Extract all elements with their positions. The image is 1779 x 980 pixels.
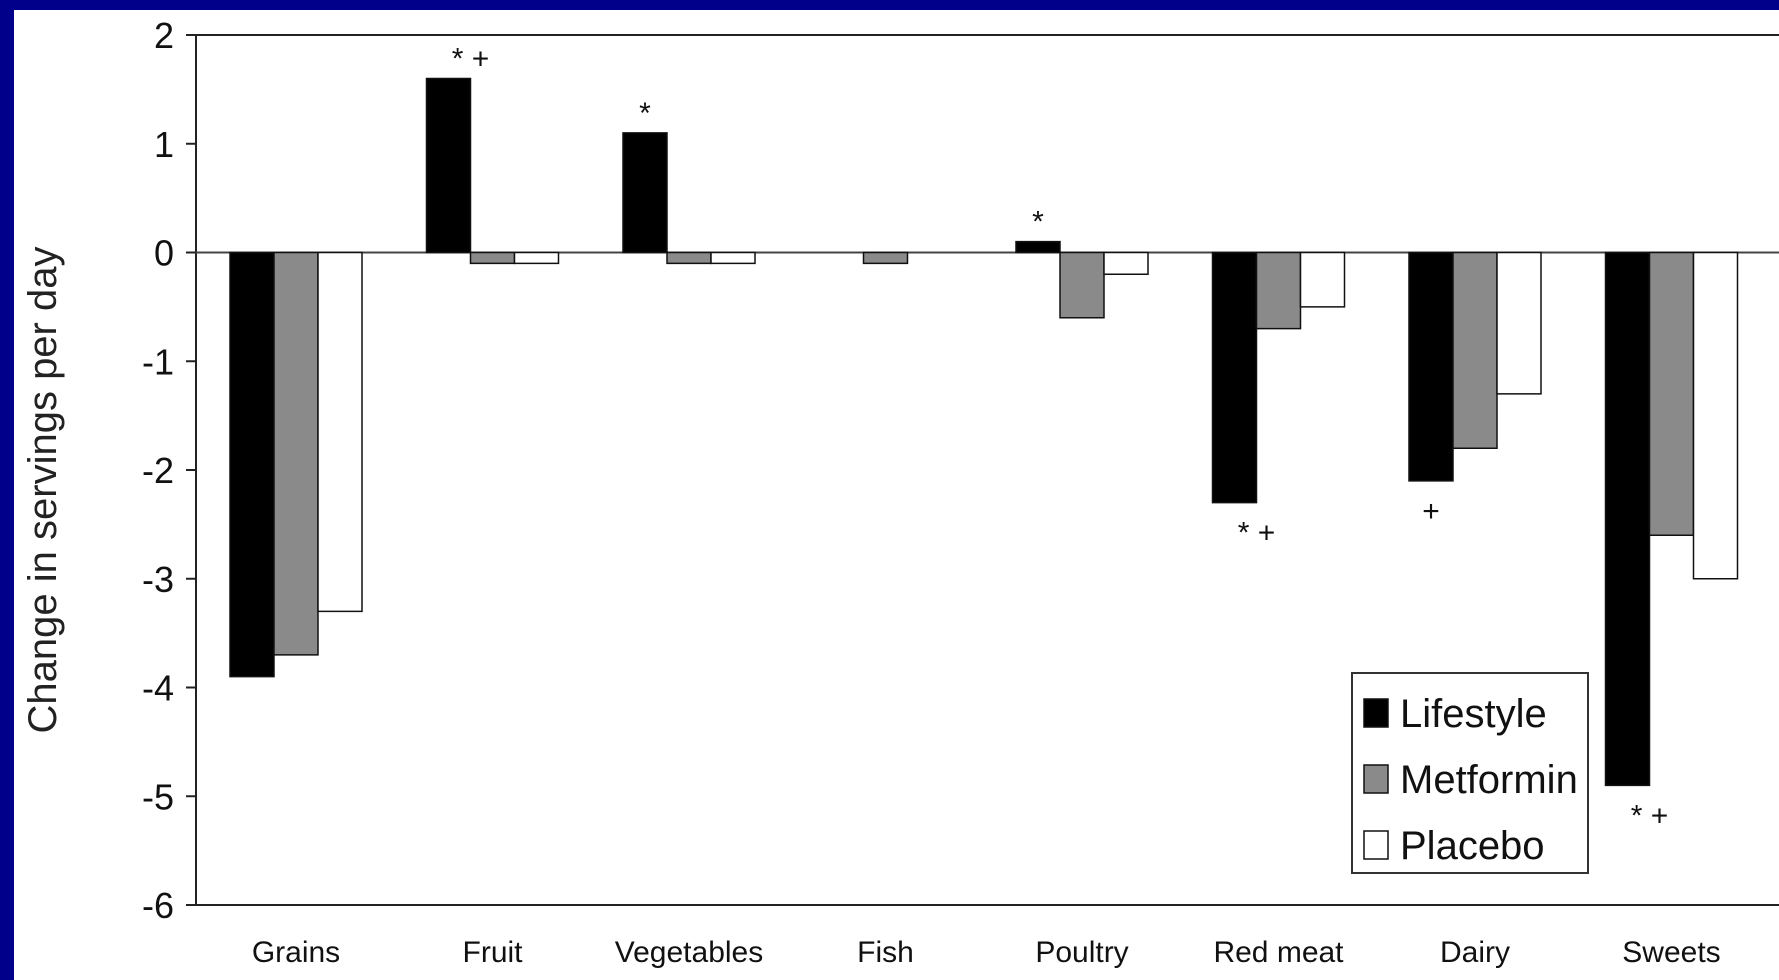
significance-marker: * [1032, 206, 1044, 239]
bars [229, 77, 1739, 787]
labels: 2 1 0 -1 -2 -3 -4 -5 -6 Change in servings per da… [21, 15, 1721, 969]
category-label: Red meat [1213, 936, 1344, 969]
significance-marker: * [639, 97, 651, 130]
bar-metformin-vegetables [666, 251, 712, 265]
legend: Lifestyle Metformin Placebo [1351, 672, 1589, 874]
significance-marker: * + [1238, 517, 1276, 550]
bar-placebo-dairy [1496, 251, 1542, 395]
y-tick-label: -4 [142, 668, 174, 709]
bar-chart: 2 1 0 -1 -2 -3 -4 -5 -6 Change in servings per da… [21, 15, 1779, 969]
legend-box [1351, 672, 1589, 874]
category-label: Grains [252, 936, 340, 969]
bar-lifestyle-fruit [425, 77, 472, 254]
y-tick-label: 2 [154, 15, 174, 56]
bar-lifestyle-sweets [1604, 251, 1651, 787]
bar-metformin-fish [862, 251, 909, 265]
significance-marker: * + [452, 43, 490, 76]
category-label: Dairy [1440, 936, 1510, 969]
legend-label-lifestyle: Lifestyle [1400, 692, 1547, 736]
bar-lifestyle-poultry [1015, 240, 1061, 254]
y-tick-label: 1 [154, 124, 174, 165]
category-label: Sweets [1622, 936, 1720, 969]
bar-lifestyle-red-meat [1211, 251, 1258, 504]
chart-figure: 2 1 0 -1 -2 -3 -4 -5 -6 Change in servings per da… [14, 10, 1779, 980]
y-tick-label: -5 [142, 776, 174, 817]
category-label: Vegetables [615, 936, 763, 969]
legend-swatch-metformin [1363, 764, 1389, 794]
category-label: Fruit [463, 936, 524, 969]
legend-swatch-placebo [1363, 830, 1389, 860]
bar-metformin-grains [273, 251, 319, 656]
y-tick-label: -1 [142, 341, 174, 382]
bar-placebo-vegetables [710, 251, 756, 265]
bar-metformin-dairy [1452, 251, 1498, 449]
bar-metformin-fruit [469, 251, 516, 265]
y-axis-title: Change in servings per day [21, 247, 65, 734]
category-label: Fish [857, 936, 914, 969]
y-tick-label: -2 [142, 450, 174, 491]
y-tick-label: -3 [142, 559, 174, 600]
category-label: Poultry [1035, 936, 1128, 969]
bar-metformin-poultry [1059, 251, 1105, 319]
bar-metformin-sweets [1648, 251, 1695, 536]
legend-label-placebo: Placebo [1400, 824, 1545, 868]
bar-lifestyle-vegetables [622, 132, 668, 254]
significance-marker: * + [1631, 799, 1669, 832]
legend-label-metformin: Metformin [1400, 758, 1578, 802]
y-tick-label: 0 [154, 233, 174, 274]
bar-placebo-poultry [1103, 251, 1149, 275]
legend-swatch-lifestyle [1363, 698, 1389, 728]
bar-placebo-sweets [1692, 251, 1739, 580]
bar-placebo-red-meat [1299, 251, 1346, 308]
bar-placebo-grains [317, 251, 363, 613]
significance-marker: + [1422, 495, 1440, 528]
bar-lifestyle-grains [229, 251, 275, 678]
bar-lifestyle-dairy [1408, 251, 1454, 482]
bar-metformin-red-meat [1255, 251, 1302, 330]
y-tick-label: -6 [142, 885, 174, 926]
bar-placebo-fruit [513, 251, 560, 265]
